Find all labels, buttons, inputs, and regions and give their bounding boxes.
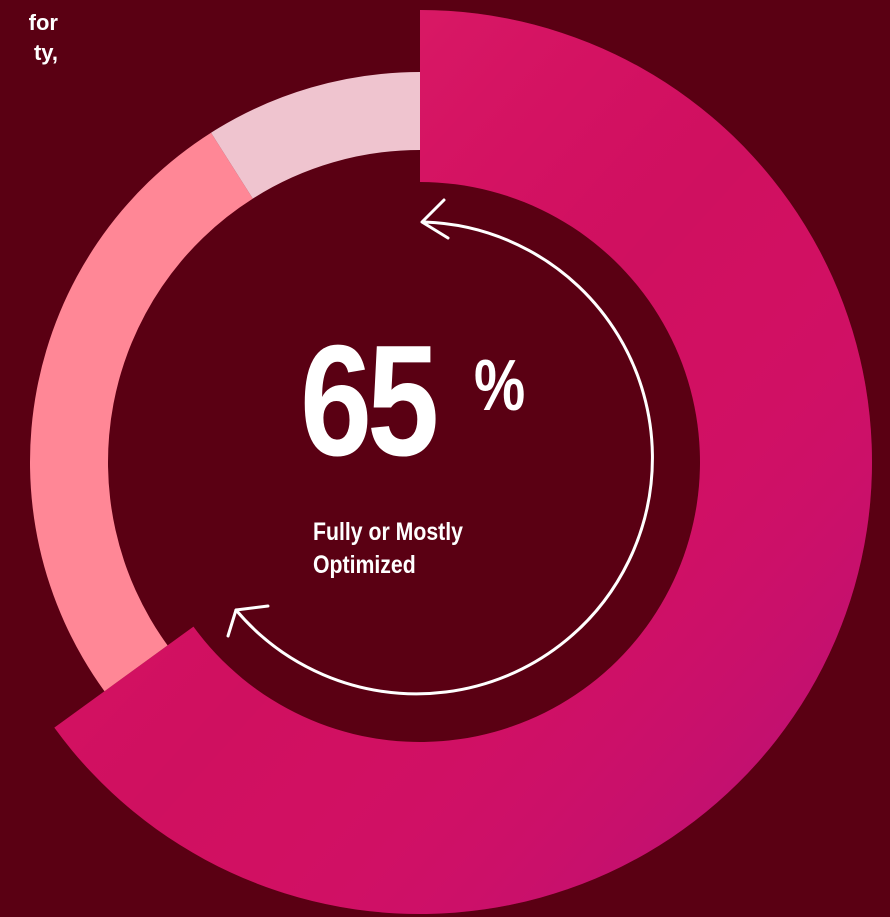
center-label: Fully or Mostly Optimized — [313, 518, 463, 579]
donut-segment — [30, 132, 253, 692]
arrow-head-bottom — [226, 604, 270, 638]
donut-segment — [211, 72, 420, 199]
center-value: 65 — [300, 313, 439, 489]
intro-line: for — [28, 10, 58, 35]
cycle-arc — [234, 220, 654, 696]
segment-sheen — [54, 10, 873, 915]
intro-line: ty, — [33, 40, 58, 65]
intro-text: for ty, — [29, 8, 58, 68]
center-unit: % — [474, 346, 526, 426]
arrow-head-top — [420, 198, 450, 240]
cycle-arrow — [226, 198, 654, 696]
